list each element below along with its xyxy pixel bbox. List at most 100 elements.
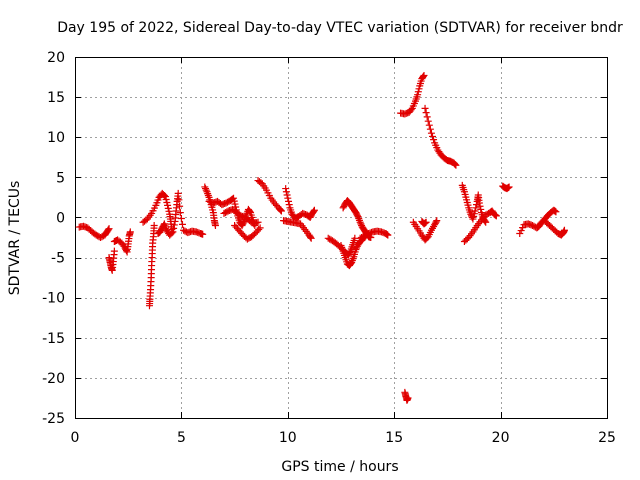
series-arc-19: [421, 104, 460, 169]
series-arc-24: [460, 207, 500, 246]
series-arc-07: [201, 183, 219, 229]
data-point: [256, 224, 264, 232]
data-point: [310, 207, 318, 215]
data-point: [239, 219, 247, 227]
data-point: [285, 201, 293, 209]
x-axis-label: GPS time / hours: [281, 459, 398, 475]
data-point: [164, 204, 172, 212]
data-point: [475, 199, 483, 207]
y-tick-label: 5: [56, 170, 65, 186]
data-point: [161, 193, 169, 201]
data-point: [414, 91, 422, 99]
chart-title: Day 195 of 2022, Sidereal Day-to-day VTE…: [57, 20, 623, 36]
data-point: [353, 211, 361, 219]
data-point: [170, 224, 178, 232]
plot-frame: [75, 57, 608, 419]
series-arc-13: [280, 217, 315, 242]
grid: [75, 57, 607, 418]
data-point: [202, 186, 210, 194]
data-point: [277, 206, 285, 214]
y-tick-label: -5: [51, 251, 65, 267]
series-arc-26: [516, 206, 560, 237]
y-tick-label: -10: [42, 291, 65, 307]
data-point: [471, 207, 479, 215]
data-point: [177, 215, 185, 223]
data-point: [552, 208, 560, 216]
data-point: [254, 218, 262, 226]
data-point: [201, 183, 209, 191]
data-point: [421, 104, 429, 112]
x-tick-label: 10: [279, 430, 297, 446]
y-axis-label: SDTVAR / TECUs: [7, 181, 23, 296]
data-point: [517, 227, 525, 235]
data-point: [104, 226, 112, 234]
series-arc-17: [356, 227, 392, 242]
data-point: [230, 194, 238, 202]
data-point: [425, 121, 433, 129]
series-arc-04: [145, 221, 158, 310]
axis-tick-labels: 0 5 10 15 20 25 -25 -20 -15 -10 -5 0 5 10 15 20: [42, 50, 616, 446]
series-arc-12: [282, 185, 318, 222]
data-point: [423, 113, 431, 121]
data-point: [424, 117, 432, 125]
data-point: [477, 205, 485, 213]
series-arc-20: [401, 388, 412, 404]
series-arc-21: [409, 217, 441, 244]
data-point: [306, 233, 314, 241]
series-arc-10: [231, 221, 264, 243]
y-tick-label: -15: [42, 331, 65, 347]
series-arc-16: [339, 197, 375, 241]
data-point: [231, 200, 239, 208]
data-point: [202, 185, 210, 193]
data-point: [357, 220, 365, 228]
data-point: [282, 185, 290, 193]
data-point: [414, 88, 422, 96]
x-tick-label: 20: [492, 430, 510, 446]
x-tick-label: 15: [385, 430, 403, 446]
data-point: [105, 225, 113, 233]
series-arc-18: [397, 71, 428, 118]
data-point: [560, 226, 568, 234]
data-point: [352, 246, 360, 254]
x-tick-label: 0: [71, 430, 80, 446]
data-point: [450, 160, 458, 168]
data-point: [199, 230, 207, 238]
y-tick-label: 0: [56, 210, 65, 226]
data-point: [175, 196, 183, 204]
data-point: [285, 197, 293, 205]
series-arc-25: [499, 182, 513, 193]
data-point: [356, 218, 364, 226]
data-point: [472, 204, 480, 212]
data-point: [168, 229, 176, 237]
data-point: [284, 194, 292, 202]
series-arc-05: [139, 189, 176, 233]
data-point: [230, 197, 238, 205]
data-point: [283, 191, 291, 199]
data-point: [110, 247, 118, 255]
data-point: [429, 132, 437, 140]
data-point: [468, 213, 476, 221]
data-point: [420, 71, 428, 79]
axis-ticks: [75, 57, 608, 419]
data-point: [505, 183, 513, 191]
data-point: [426, 125, 434, 133]
data-point: [492, 212, 500, 220]
data-point: [282, 188, 290, 196]
y-tick-label: -25: [42, 411, 65, 427]
series-arc-22: [418, 217, 430, 228]
data-point: [176, 209, 184, 217]
y-tick-label: 20: [47, 50, 65, 66]
data-point: [310, 206, 318, 214]
data-point: [415, 85, 423, 93]
data-point: [163, 198, 171, 206]
series-arc-06: [154, 189, 207, 239]
data-point: [452, 161, 460, 169]
data-point: [516, 229, 524, 237]
x-tick-label: 5: [177, 430, 186, 446]
data-point: [353, 244, 361, 252]
data-point: [165, 207, 173, 215]
data-point: [427, 129, 435, 137]
data-point: [430, 136, 438, 144]
series-arc-03: [110, 228, 134, 256]
